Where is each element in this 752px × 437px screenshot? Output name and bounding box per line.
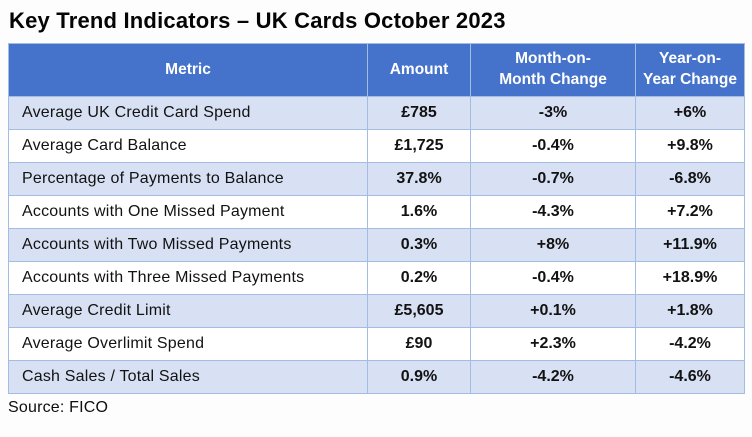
column-header-year-on-year: Year-on- Year Change — [635, 43, 745, 97]
amount-cell: 37.8% — [367, 162, 471, 196]
metric-cell: Accounts with One Missed Payment — [8, 195, 368, 229]
amount-cell: £90 — [367, 327, 471, 361]
amount-cell: 0.3% — [367, 228, 471, 262]
table-row: Accounts with Two Missed Payments 0.3% +… — [8, 228, 745, 262]
mom-change-cell: -4.3% — [470, 195, 636, 229]
mom-change-cell: -0.4% — [470, 261, 636, 295]
yoy-change-cell: +7.2% — [635, 195, 745, 229]
table-row: Accounts with Three Missed Payments 0.2%… — [8, 261, 745, 295]
yoy-change-cell: -4.2% — [635, 327, 745, 361]
column-header-month-on-month: Month-on- Month Change — [470, 43, 636, 97]
mom-change-cell: -0.4% — [470, 129, 636, 163]
table-row: Cash Sales / Total Sales 0.9% -4.2% -4.6… — [8, 360, 745, 394]
table-row: Average Card Balance £1,725 -0.4% +9.8% — [8, 129, 745, 163]
metric-cell: Accounts with Three Missed Payments — [8, 261, 368, 295]
metric-cell: Cash Sales / Total Sales — [8, 360, 368, 394]
mom-change-cell: -3% — [470, 96, 636, 130]
mom-change-cell: -4.2% — [470, 360, 636, 394]
yoy-change-cell: -6.8% — [635, 162, 745, 196]
mom-change-cell: +2.3% — [470, 327, 636, 361]
metric-cell: Percentage of Payments to Balance — [8, 162, 368, 196]
table-row: Average Credit Limit £5,605 +0.1% +1.8% — [8, 294, 745, 328]
metric-cell: Accounts with Two Missed Payments — [8, 228, 368, 262]
yoy-change-cell: +18.9% — [635, 261, 745, 295]
source-note: Source: FICO — [8, 399, 109, 416]
amount-cell: £5,605 — [367, 294, 471, 328]
table-row: Percentage of Payments to Balance 37.8% … — [8, 162, 745, 196]
metric-cell: Average Card Balance — [8, 129, 368, 163]
amount-cell: 1.6% — [367, 195, 471, 229]
yoy-change-cell: +9.8% — [635, 129, 745, 163]
yoy-change-cell: -4.6% — [635, 360, 745, 394]
metric-cell: Average UK Credit Card Spend — [8, 96, 368, 130]
amount-cell: 0.2% — [367, 261, 471, 295]
mom-change-cell: +0.1% — [470, 294, 636, 328]
amount-cell: 0.9% — [367, 360, 471, 394]
column-header-amount: Amount — [367, 43, 471, 97]
page-title: Key Trend Indicators – UK Cards October … — [9, 8, 506, 33]
table-row: Average UK Credit Card Spend £785 -3% +6… — [8, 96, 745, 130]
amount-cell: £1,725 — [367, 129, 471, 163]
key-trend-indicators-table: Metric Amount Month-on- Month Change Yea… — [8, 43, 745, 394]
header-row: Metric Amount Month-on- Month Change Yea… — [8, 43, 745, 97]
metric-cell: Average Credit Limit — [8, 294, 368, 328]
mom-change-cell: -0.7% — [470, 162, 636, 196]
metric-cell: Average Overlimit Spend — [8, 327, 368, 361]
table-row: Accounts with One Missed Payment 1.6% -4… — [8, 195, 745, 229]
column-header-metric: Metric — [8, 43, 368, 97]
table-row: Average Overlimit Spend £90 +2.3% -4.2% — [8, 327, 745, 361]
yoy-change-cell: +1.8% — [635, 294, 745, 328]
amount-cell: £785 — [367, 96, 471, 130]
yoy-change-cell: +11.9% — [635, 228, 745, 262]
yoy-change-cell: +6% — [635, 96, 745, 130]
mom-change-cell: +8% — [470, 228, 636, 262]
